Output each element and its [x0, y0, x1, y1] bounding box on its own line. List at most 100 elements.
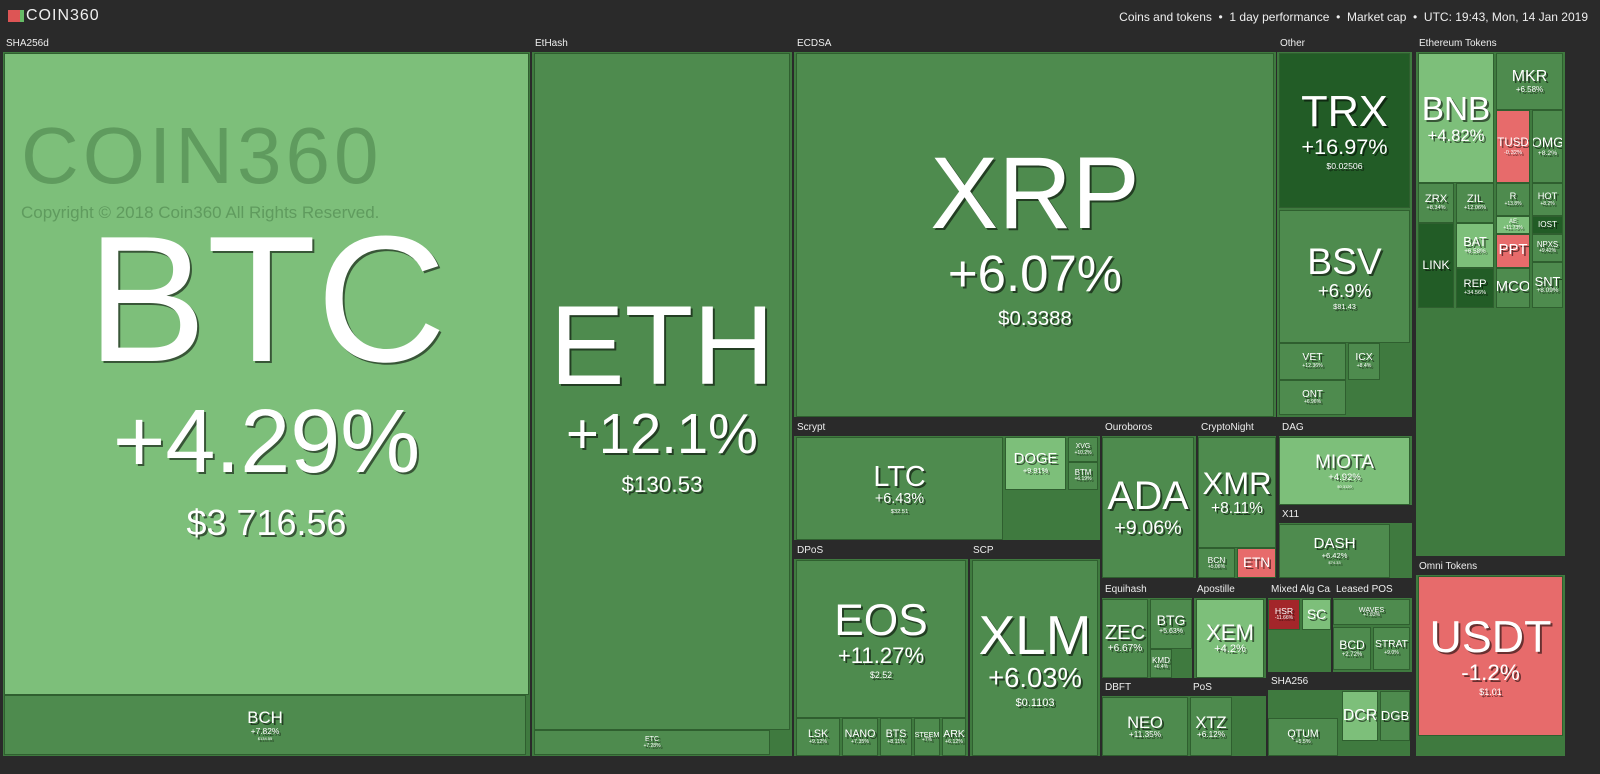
coin-price: $81.43: [1333, 302, 1356, 312]
coin-symbol: XVG: [1075, 443, 1091, 451]
coin-tile[interactable]: XRP +6.07% $0.3388: [796, 53, 1274, 417]
coin-tile[interactable]: DASH +6.42% $74.33: [1279, 524, 1390, 578]
sector: DPoS EOS +11.27% $2.52 LSK +9.12% NANO +7.35% BT…: [794, 543, 968, 756]
coin-price: $0.02506: [1326, 160, 1363, 171]
coin-tile[interactable]: BTG +5.63%: [1150, 599, 1192, 649]
coin-tile[interactable]: DGB: [1380, 691, 1410, 741]
coin-symbol: SNT: [1534, 273, 1561, 289]
coin-tile[interactable]: XLM +6.03% $0.1103: [972, 560, 1098, 756]
sector: Other TRX +16.97% $0.02506 BSV +6.9% $81.43 VET…: [1277, 36, 1412, 417]
coin-tile[interactable]: VET +12.36%: [1279, 343, 1346, 380]
coin-symbol: IOST: [1538, 219, 1557, 229]
coin-tile[interactable]: LSK +9.12%: [796, 718, 840, 756]
coin-change: +34.56%: [1463, 289, 1487, 296]
coin-tile[interactable]: HSR -11.66%: [1268, 599, 1300, 630]
coin-tile[interactable]: MKR +6.58%: [1496, 53, 1563, 110]
coin-tile[interactable]: ETH +12.1% $130.53: [534, 53, 790, 730]
coin-tile[interactable]: ICX +8.4%: [1348, 343, 1380, 380]
coin-tile[interactable]: MIOTA +4.92% $0.3120: [1279, 437, 1410, 505]
watermark-logo: COIN360: [21, 111, 383, 200]
coin-change: +6.4%: [1153, 664, 1169, 671]
coin-tile[interactable]: ZRX +8.34%: [1418, 183, 1454, 223]
watermark-copyright: Copyright © 2018 Coin360 All Rights Rese…: [21, 203, 380, 222]
coin-tile[interactable]: ETC +7.28%: [534, 730, 770, 755]
coin-tile[interactable]: R +13.8%: [1496, 183, 1530, 216]
coin-tile[interactable]: BCD +2.72%: [1333, 627, 1371, 670]
coin-change: +7.82%: [250, 725, 280, 736]
coin-tile[interactable]: KMD +6.4%: [1150, 649, 1172, 678]
sector-label: SHA256: [1268, 674, 1410, 690]
coin-tile[interactable]: DOGE +9.91%: [1005, 437, 1066, 490]
coin-tile[interactable]: STRAT +9.0%: [1373, 627, 1410, 670]
coin-tile[interactable]: PPT: [1496, 234, 1530, 268]
coin-change: +8.11%: [887, 738, 905, 745]
coin-tile[interactable]: IOST: [1532, 216, 1563, 234]
coin-tile[interactable]: XEM +4.2%: [1196, 599, 1264, 678]
coin-tile[interactable]: LTC +6.43% $32.51: [796, 437, 1003, 540]
coin-change: +9.42%: [1538, 248, 1557, 255]
coin-symbol: LSK: [807, 727, 829, 740]
coin-tile[interactable]: NEO +11.35%: [1102, 697, 1188, 756]
coin-tile[interactable]: ONT +6.96%: [1279, 380, 1346, 415]
coin-tile[interactable]: XVG +10.2%: [1068, 437, 1098, 462]
coin-symbol: BTS: [885, 727, 907, 740]
coin-tile[interactable]: USDT -1.2% $1.01: [1418, 576, 1563, 736]
coin-symbol: DGB: [1380, 708, 1410, 724]
coin-tile[interactable]: BTS +8.11%: [880, 718, 912, 756]
coin-tile[interactable]: HOT +8.2%: [1532, 183, 1563, 216]
coin-price: $130.53: [621, 471, 703, 497]
coin-tile[interactable]: XTZ +6.12%: [1190, 697, 1232, 756]
coin-tile[interactable]: REP +34.56%: [1456, 268, 1494, 308]
coin-tile[interactable]: AE +11.73%: [1496, 216, 1530, 234]
coin-tile[interactable]: TUSD -0.32%: [1496, 110, 1530, 183]
coin-symbol: ETN: [1243, 554, 1270, 570]
coin-tile[interactable]: STEEM +7%: [914, 718, 940, 756]
coin-tile[interactable]: TRX +16.97% $0.02506: [1279, 53, 1410, 208]
coin-tile[interactable]: BAT +6.58%: [1456, 223, 1494, 268]
coin-symbol: BCD: [1339, 638, 1365, 653]
coin-tile[interactable]: ARK +6.12%: [942, 718, 966, 756]
coin-tile[interactable]: MCO: [1496, 268, 1530, 308]
coin-tile[interactable]: BSV +6.9% $81.43: [1279, 210, 1410, 343]
coin-change: +7%: [921, 737, 933, 744]
coin-symbol: LTC: [873, 460, 926, 493]
coin-tile[interactable]: LINK: [1418, 223, 1454, 308]
coin-symbol: BSV: [1307, 239, 1382, 282]
coin-tile[interactable]: QTUM +5.5%: [1268, 718, 1338, 756]
coin-price: $3 716.56: [186, 501, 347, 543]
coin-tile[interactable]: BTC +4.29% $3 716.56 COIN360 Copyright © 201…: [4, 53, 529, 695]
coin-change: +5.06%: [1207, 563, 1226, 570]
coin-tile[interactable]: BNB +4.82%: [1418, 53, 1494, 183]
coin-symbol: DASH: [1313, 535, 1356, 553]
sector: SHA256d BTC +4.29% $3 716.56 COIN360 Copyrigh…: [3, 36, 530, 756]
coin-tile[interactable]: SNT +8.09%: [1532, 262, 1563, 308]
coin-change: +12.1%: [566, 401, 758, 465]
coin-tile[interactable]: ZIL +12.06%: [1456, 183, 1494, 223]
coin-tile[interactable]: NANO +7.35%: [842, 718, 878, 756]
coin-tile[interactable]: OMG +8.2%: [1532, 110, 1563, 183]
coin-tile[interactable]: ADA +9.06%: [1102, 437, 1194, 578]
coin-tile[interactable]: SC: [1302, 599, 1331, 630]
coin-tile[interactable]: BCH +7.82% $134.55: [4, 695, 526, 755]
coin-tile[interactable]: WAVES +7.83%: [1333, 599, 1410, 625]
coin-tile[interactable]: XMR +8.11%: [1198, 437, 1276, 548]
coin-tile[interactable]: EOS +11.27% $2.52: [796, 560, 966, 718]
coin-tile[interactable]: ZEC +6.67%: [1102, 599, 1148, 678]
header: COIN360 Coins and tokens • 1 day perform…: [0, 0, 1600, 32]
coin-change: +7.83%: [1362, 612, 1381, 619]
coin-tile[interactable]: ETN: [1237, 548, 1276, 578]
sector-label: Scrypt: [794, 420, 1100, 436]
logo[interactable]: COIN360: [26, 7, 100, 24]
coin-change: +6.07%: [947, 244, 1123, 302]
coin-tile[interactable]: BTM +6.19%: [1068, 462, 1098, 490]
coin-tile[interactable]: DCR: [1342, 691, 1378, 741]
coin-tile[interactable]: NPXS +9.42%: [1532, 234, 1563, 262]
coin-symbol: MCO: [1496, 279, 1530, 296]
sector-label: DAG: [1279, 420, 1412, 436]
view-settings[interactable]: Coins and tokens • 1 day performance • M…: [1119, 10, 1588, 24]
coin-tile[interactable]: BCN +5.06%: [1198, 548, 1235, 578]
sector: EtHash ETH +12.1% $130.53 ETC +7.28%: [532, 36, 792, 756]
coin-change: -0.32%: [1503, 149, 1523, 156]
sector: DAG MIOTA +4.92% $0.3120: [1279, 420, 1412, 505]
